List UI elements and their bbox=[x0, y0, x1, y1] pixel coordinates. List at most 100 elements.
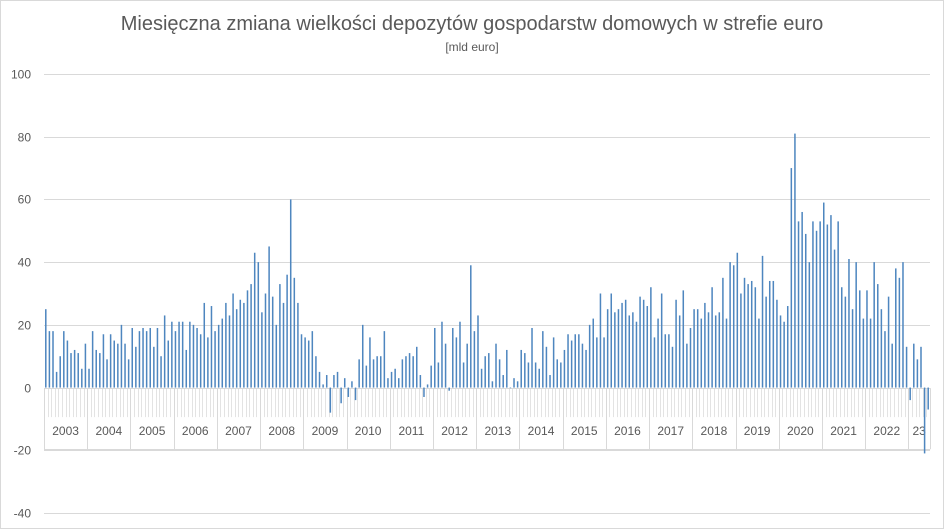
bar bbox=[275, 324, 278, 388]
bar bbox=[560, 362, 562, 388]
year-label: 2011 bbox=[398, 424, 424, 438]
bar bbox=[905, 346, 908, 388]
bar-series bbox=[45, 133, 929, 454]
bar bbox=[704, 302, 706, 388]
bar bbox=[567, 334, 569, 388]
bar bbox=[452, 327, 454, 388]
bar bbox=[325, 375, 328, 388]
bar bbox=[614, 312, 616, 388]
bar bbox=[747, 284, 749, 388]
bar bbox=[768, 280, 771, 388]
bar bbox=[45, 309, 47, 388]
bar bbox=[160, 356, 162, 388]
bar bbox=[329, 387, 332, 413]
bar bbox=[88, 368, 90, 388]
bar bbox=[509, 387, 512, 389]
bar bbox=[426, 384, 429, 388]
bar bbox=[682, 290, 685, 388]
bar bbox=[127, 359, 130, 388]
bar bbox=[293, 277, 296, 388]
bar bbox=[830, 215, 832, 388]
bar bbox=[823, 202, 825, 388]
bar bbox=[250, 284, 252, 388]
bar bbox=[837, 221, 839, 388]
bar bbox=[466, 343, 468, 388]
bar bbox=[99, 353, 101, 388]
bar bbox=[506, 349, 508, 388]
bar bbox=[891, 343, 893, 388]
bar bbox=[689, 327, 692, 388]
bar bbox=[624, 299, 627, 388]
bar bbox=[801, 211, 803, 388]
bar bbox=[743, 277, 746, 388]
bar bbox=[307, 340, 310, 388]
bar bbox=[52, 331, 54, 388]
bar bbox=[851, 309, 854, 388]
bar bbox=[884, 331, 886, 388]
bar bbox=[91, 331, 94, 388]
bar bbox=[408, 353, 411, 388]
bar bbox=[210, 306, 213, 388]
bar bbox=[848, 259, 850, 388]
bar bbox=[585, 349, 587, 388]
bar bbox=[718, 312, 721, 388]
bar bbox=[189, 321, 191, 388]
bar bbox=[804, 233, 807, 388]
bar bbox=[617, 309, 620, 388]
bar bbox=[214, 331, 216, 388]
year-label: 2005 bbox=[139, 424, 166, 438]
bar bbox=[113, 340, 115, 388]
bar bbox=[131, 327, 133, 388]
bar bbox=[138, 331, 141, 388]
bar bbox=[581, 343, 584, 388]
bar bbox=[106, 359, 108, 388]
bar bbox=[199, 334, 202, 388]
bar bbox=[542, 331, 544, 388]
y-tick-label: -40 bbox=[14, 507, 32, 521]
bar bbox=[588, 324, 591, 388]
bar bbox=[289, 199, 292, 388]
bar bbox=[786, 306, 789, 388]
bar bbox=[333, 375, 335, 388]
bar bbox=[66, 340, 69, 388]
bar bbox=[394, 368, 396, 388]
bar bbox=[351, 381, 353, 388]
bar bbox=[480, 368, 483, 388]
bar bbox=[859, 290, 861, 388]
bar bbox=[895, 268, 897, 388]
bar bbox=[880, 309, 883, 388]
bar bbox=[660, 293, 663, 388]
bar bbox=[592, 318, 594, 388]
y-tick-label: 40 bbox=[18, 256, 32, 270]
bar bbox=[711, 287, 713, 388]
bar bbox=[84, 343, 87, 388]
y-axis: 100 80 60 40 20 0 -20 -40 bbox=[11, 68, 31, 521]
bar bbox=[761, 255, 764, 388]
bar bbox=[430, 365, 432, 388]
bar bbox=[203, 302, 206, 388]
bar bbox=[70, 353, 72, 388]
year-label: 2009 bbox=[312, 424, 339, 438]
bar bbox=[109, 334, 112, 388]
bar bbox=[869, 318, 872, 388]
year-label: 2012 bbox=[441, 424, 468, 438]
bar bbox=[300, 334, 303, 388]
bar bbox=[513, 378, 515, 388]
bar bbox=[671, 346, 674, 388]
bar bbox=[336, 371, 339, 388]
bar bbox=[441, 321, 443, 388]
bar bbox=[610, 293, 613, 388]
bar bbox=[628, 315, 631, 388]
bar bbox=[495, 343, 497, 388]
bar bbox=[758, 318, 760, 388]
bar bbox=[574, 334, 576, 388]
bar bbox=[434, 327, 436, 388]
year-label: 2013 bbox=[484, 424, 511, 438]
bar bbox=[826, 224, 829, 388]
bar bbox=[174, 331, 177, 388]
bar bbox=[149, 327, 151, 388]
category-axis: 2003 2004 2005 2006 2007 2008 2009 2010 2011 2012… bbox=[44, 388, 931, 450]
y-tick-label: 0 bbox=[24, 382, 31, 396]
bar bbox=[808, 262, 811, 388]
bar bbox=[416, 346, 418, 388]
